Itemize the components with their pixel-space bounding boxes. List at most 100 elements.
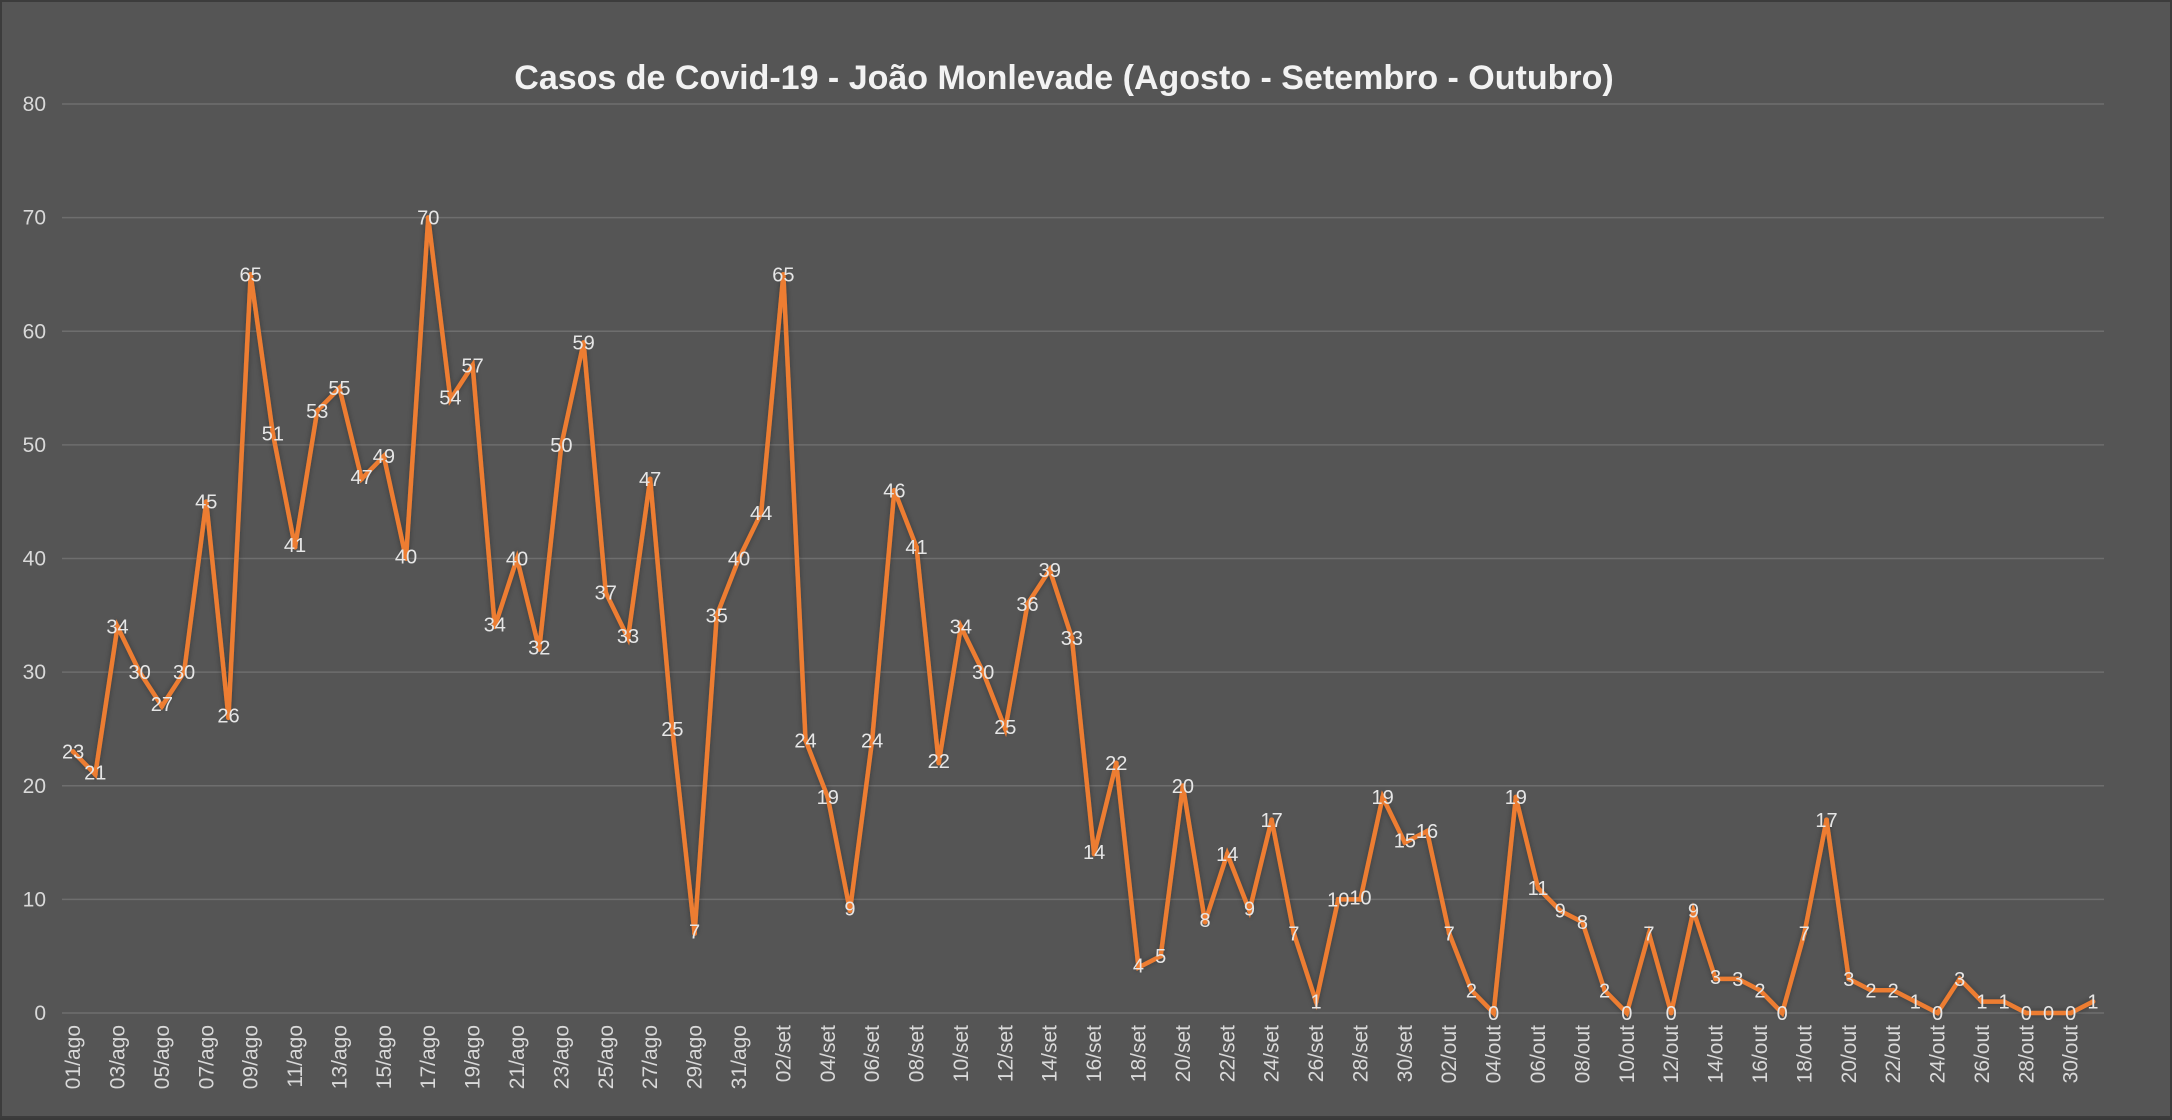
x-tick-label: 14/set — [1039, 1025, 1062, 1082]
data-label: 2 — [1466, 980, 1477, 1002]
data-label: 20 — [1172, 776, 1194, 798]
data-point — [1091, 851, 1097, 857]
data-point — [225, 715, 231, 721]
x-tick-label: 18/out — [1793, 1025, 1816, 1084]
data-point — [1779, 1010, 1785, 1016]
x-tick-label: 16/out — [1749, 1025, 1772, 1084]
data-label: 2 — [1754, 980, 1765, 1002]
data-point — [980, 669, 986, 675]
data-label: 11 — [1528, 878, 1549, 900]
data-point — [1935, 1010, 1941, 1016]
data-label: 59 — [572, 333, 594, 355]
data-point — [2090, 999, 2096, 1005]
y-tick-label: 20 — [23, 775, 46, 798]
data-label: 3 — [1710, 967, 1721, 989]
x-tick-label: 09/ago — [240, 1025, 263, 1089]
data-label: 3 — [1954, 969, 1965, 991]
data-label: 0 — [2021, 1003, 2032, 1025]
data-point — [803, 737, 809, 743]
data-point — [603, 590, 609, 596]
data-point — [891, 487, 897, 493]
data-point — [1757, 987, 1763, 993]
data-label: 16 — [1416, 821, 1438, 843]
x-tick-label: 29/ago — [684, 1025, 707, 1089]
data-point — [869, 737, 875, 743]
x-tick-label: 15/ago — [373, 1025, 396, 1089]
data-point — [203, 499, 209, 505]
data-label: 65 — [240, 264, 262, 286]
data-label: 17 — [1815, 810, 1837, 832]
data-label: 27 — [151, 694, 173, 716]
data-point — [336, 385, 342, 391]
data-point — [181, 669, 187, 675]
data-point — [248, 271, 254, 277]
data-label: 14 — [1216, 844, 1238, 866]
data-point — [1380, 794, 1386, 800]
data-label: 33 — [1061, 628, 1083, 650]
data-point — [2068, 1010, 2074, 1016]
data-point — [1735, 976, 1741, 982]
data-point — [558, 442, 564, 448]
data-point — [1047, 567, 1053, 573]
data-point — [1446, 930, 1452, 936]
data-label: 22 — [1105, 753, 1127, 775]
data-label: 10 — [1327, 889, 1349, 911]
data-label: 17 — [1261, 810, 1283, 832]
x-axis-ticks: 01/ago 03/ago 05/ago 07/ago 09/ago 11/ago 13/a… — [62, 1025, 2083, 1089]
data-label: 51 — [262, 424, 284, 446]
x-tick-label: 06/out — [1527, 1025, 1550, 1084]
data-label: 47 — [351, 467, 373, 489]
data-label: 2 — [1599, 980, 1610, 1002]
data-point — [1269, 817, 1275, 823]
x-tick-label: 27/ago — [639, 1025, 662, 1089]
data-label: 2 — [1888, 980, 1899, 1002]
data-point — [381, 453, 387, 459]
data-point — [1468, 987, 1474, 993]
data-point — [736, 556, 742, 561]
data-point — [1113, 760, 1119, 766]
data-point — [292, 544, 298, 550]
data-label: 0 — [1621, 1003, 1632, 1025]
y-tick-label: 60 — [23, 320, 46, 343]
data-label: 54 — [439, 387, 461, 409]
y-tick-label: 50 — [23, 434, 46, 457]
gridlines — [62, 103, 2104, 1014]
x-tick-label: 12/out — [1660, 1025, 1683, 1084]
data-point — [1002, 726, 1008, 732]
data-label: 40 — [395, 547, 417, 569]
x-tick-label: 13/ago — [328, 1025, 351, 1089]
y-tick-label: 70 — [23, 207, 46, 230]
data-point — [314, 408, 320, 414]
y-tick-label: 0 — [34, 1002, 46, 1025]
data-point — [114, 624, 120, 630]
data-label: 0 — [1488, 1003, 1499, 1025]
data-label: 9 — [1244, 899, 1255, 921]
data-label: 7 — [1643, 923, 1654, 945]
data-label: 34 — [950, 617, 972, 639]
data-label: 19 — [817, 787, 839, 809]
data-point — [447, 396, 453, 402]
x-tick-label: 08/out — [1571, 1025, 1594, 1084]
data-label: 15 — [1394, 831, 1416, 853]
data-label: 37 — [595, 583, 617, 605]
data-point — [1513, 794, 1519, 800]
data-label: 21 — [84, 762, 106, 784]
data-point — [137, 669, 143, 675]
data-label: 10 — [1349, 887, 1371, 909]
x-tick-label: 01/ago — [62, 1025, 85, 1089]
data-point — [1291, 930, 1297, 936]
data-point — [1557, 908, 1563, 914]
data-point — [1646, 930, 1652, 936]
data-label: 55 — [328, 378, 350, 400]
x-tick-label: 25/ago — [595, 1025, 618, 1089]
data-label: 0 — [1777, 1003, 1788, 1025]
x-tick-label: 26/set — [1305, 1025, 1328, 1082]
data-label: 26 — [217, 706, 239, 728]
data-point — [1801, 930, 1807, 936]
data-label: 30 — [972, 662, 994, 684]
data-point — [647, 476, 653, 482]
data-label: 7 — [1288, 923, 1299, 945]
data-point — [1668, 1010, 1674, 1016]
